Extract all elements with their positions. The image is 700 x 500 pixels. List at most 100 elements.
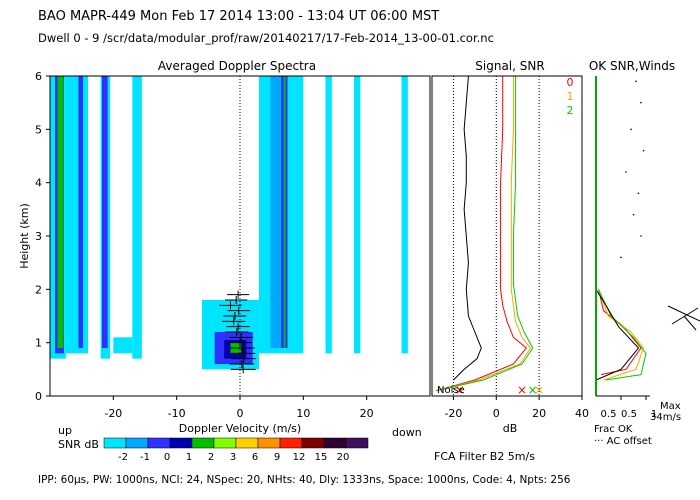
x-tick-label: -10 <box>168 407 186 420</box>
heat-cell <box>132 76 142 359</box>
colorbar-tick: -2 <box>118 452 128 463</box>
colorbar-swatch <box>323 437 347 449</box>
frac-ok-line <box>598 289 642 376</box>
snr-series <box>436 75 534 392</box>
colorbar-tick: -1 <box>140 452 150 463</box>
colorbar-tick: 6 <box>252 452 258 463</box>
colorbar-tick: 3 <box>230 452 236 463</box>
frac-ok-dot <box>635 80 637 83</box>
y-tick-label: 6 <box>35 70 42 83</box>
snr-series-line <box>436 76 534 392</box>
x-tick-label: -20 <box>104 407 122 420</box>
down-label: down <box>392 426 422 439</box>
snr-x-tick-label: 40 <box>575 407 589 420</box>
colorbar-tick: 1 <box>186 452 192 463</box>
frac-ok-line <box>598 289 645 381</box>
spectra-x-label: Doppler Velocity (m/s) <box>179 422 301 435</box>
colorbar-swatch <box>125 437 149 449</box>
y-tick-label: 0 <box>35 390 42 403</box>
heat-cell <box>354 76 361 354</box>
colorbar-tick: 12 <box>293 452 306 463</box>
heat-cell <box>78 76 83 348</box>
noise-marker: × <box>534 383 544 397</box>
snr-x-tick-label: 0 <box>493 407 500 420</box>
spectra-y-ticks: 0 1 2 3 4 5 6 <box>35 70 50 403</box>
snr-series-line <box>453 75 482 381</box>
colorbar-swatch <box>279 437 303 449</box>
snr-legend-entry: 1 <box>567 90 574 103</box>
winds-x-tick-label: 0.5 <box>621 409 637 420</box>
colorbar-tick: 2 <box>208 452 214 463</box>
frac-ok-line <box>598 289 647 381</box>
wind-barb <box>667 305 700 331</box>
colorbar-tick: 9 <box>274 452 280 463</box>
heat-cell <box>65 76 88 354</box>
frac-ok-series <box>595 289 647 381</box>
noise-marker: × <box>517 383 527 397</box>
colorbar-title: SNR dB <box>58 438 99 451</box>
frac-ok-dot <box>625 171 627 173</box>
y-tick-label: 3 <box>35 230 42 243</box>
max-value: 34m/s <box>650 412 681 423</box>
heat-cell <box>325 76 332 354</box>
frac-ok-dot <box>640 235 642 237</box>
wind-crosses <box>219 290 257 374</box>
snr-series-line <box>436 76 527 392</box>
wind-barb-shaft <box>667 305 700 322</box>
heat-cell <box>270 76 282 348</box>
colorbar-tick: 0 <box>164 452 170 463</box>
frac-ok-dot <box>640 101 642 104</box>
noise-marker: × <box>528 383 538 397</box>
spectra-y-label: Height (km) <box>18 203 31 269</box>
snr-x-ticks: -20 0 20 40 <box>444 396 589 420</box>
colorbar-swatch <box>301 437 325 449</box>
snr-legend-entry: 2 <box>567 104 574 117</box>
noise-markers: × × ×× <box>455 383 544 397</box>
winds-title: OK SNR,Winds <box>589 59 675 73</box>
colorbar-swatch <box>147 437 171 449</box>
heat-cell <box>57 76 64 348</box>
colorbar-swatch <box>191 437 215 449</box>
colorbar-tick: 15 <box>315 452 328 463</box>
spectra-heatmap <box>50 76 408 370</box>
frac-ok-line <box>595 289 640 381</box>
x-tick-label: 10 <box>296 407 310 420</box>
colorbar-swatch <box>345 437 369 449</box>
frac-ok-dot <box>632 213 635 216</box>
snr-legend-entry: 0 <box>567 76 574 89</box>
footer-params: IPP: 60μs, PW: 1000ns, NCI: 24, NSpec: 2… <box>38 474 571 486</box>
spectra-title: Averaged Doppler Spectra <box>158 59 316 73</box>
x-tick-label: 20 <box>360 407 374 420</box>
heat-cell <box>401 76 408 354</box>
winds-x-ticks: 0.5 0.5 1 <box>601 396 657 420</box>
snr-frame <box>431 75 583 397</box>
heat-cell <box>283 76 286 348</box>
snr-x-tick-label: -20 <box>444 407 462 420</box>
wind-barb-flag <box>683 315 697 331</box>
frac-ok-dot <box>642 149 645 152</box>
snr-legend: 012 <box>567 76 574 117</box>
ac-offset-label: ··· AC offset <box>594 436 652 447</box>
max-label: Max <box>660 401 681 412</box>
y-tick-label: 1 <box>35 337 42 350</box>
snr-series-line <box>436 76 532 392</box>
y-tick-label: 5 <box>35 123 42 136</box>
x-tick-label: 0 <box>237 407 244 420</box>
y-tick-label: 4 <box>35 177 42 190</box>
frac-ok-dot <box>630 128 632 131</box>
wind-barb-shaft <box>671 307 699 325</box>
heat-cell <box>101 76 108 348</box>
frac-ok-dot <box>620 256 622 259</box>
winds-x-tick-label: 0.5 <box>601 409 617 420</box>
snr-x-tick-label: 20 <box>532 407 546 420</box>
snr-gridlines <box>452 76 540 396</box>
snr-title: Signal, SNR <box>475 59 544 73</box>
heat-cell <box>113 337 133 354</box>
snr-x-label: dB <box>503 422 518 435</box>
frac-ok-label: Frac OK <box>594 424 633 435</box>
colorbar-swatch <box>257 437 281 449</box>
winds-x-tick-label: 1 <box>651 409 657 420</box>
noise-marker: × <box>455 383 465 397</box>
frac-ok-dots <box>620 80 645 259</box>
